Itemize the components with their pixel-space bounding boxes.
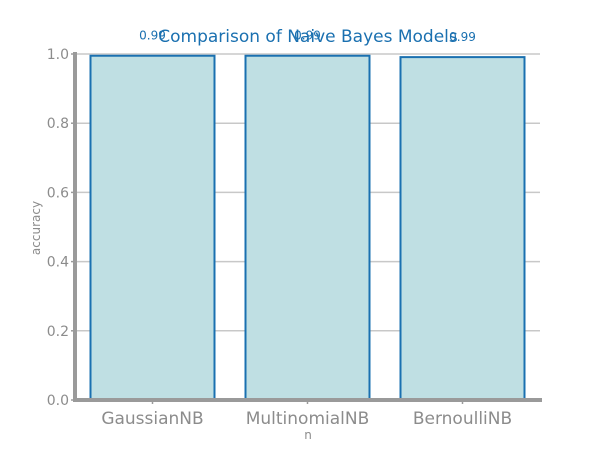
bar-bernoullinb xyxy=(399,56,526,401)
x-tick-label: BernoulliNB xyxy=(413,409,512,429)
y-tick-label: 0.8 xyxy=(47,116,69,132)
bar-gaussiannb xyxy=(89,54,216,401)
y-tick-label: 0.2 xyxy=(47,324,69,340)
bar-value-label: 0.99 xyxy=(294,29,321,43)
y-tick-label: 0.0 xyxy=(47,393,69,409)
y-tick-label: 0.4 xyxy=(47,255,69,271)
y-axis-title: accuracy xyxy=(29,201,43,255)
x-tick-label: GaussianNB xyxy=(101,409,203,429)
x-axis-title: n xyxy=(304,428,312,442)
tick-labels: 0.0 0.2 0.4 0.6 0.8 1.0 GaussianNB MultinomialN… xyxy=(47,47,512,429)
data-labels: 0.99 0.99 0.99 xyxy=(139,29,476,44)
bar-value-label: 0.99 xyxy=(139,29,166,43)
bar-multinomialnb xyxy=(244,54,371,401)
x-tick-label: MultinomialNB xyxy=(246,409,370,429)
y-tick-label: 1.0 xyxy=(47,47,69,63)
bar-value-label: 0.99 xyxy=(449,30,476,44)
bars xyxy=(89,54,526,401)
y-tick-label: 0.6 xyxy=(47,185,69,201)
chart-title: Comparison of Naive Bayes Models xyxy=(158,27,458,47)
